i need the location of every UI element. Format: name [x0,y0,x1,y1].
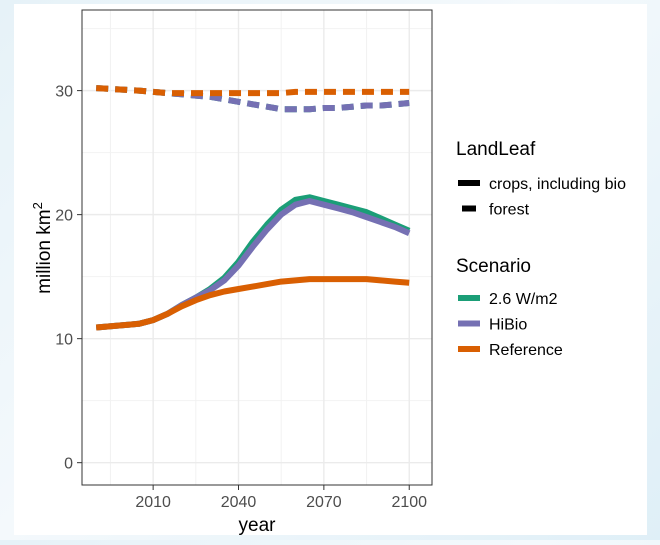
y-axis: 0 10 20 30 [55,84,82,473]
plot-panel [82,10,432,485]
y-tick-label: 10 [55,332,73,349]
x-tick-label: 2070 [306,494,342,511]
x-tick-label: 2010 [135,494,171,511]
legend-label: forest [489,202,530,219]
legend-label: HiBio [489,317,527,334]
legend-label: crops, including bio [489,176,626,193]
series-lines [95,85,411,331]
x-tick-label: 2100 [391,494,427,511]
y-axis-title-superscript: 2 [30,202,45,209]
legend-title-landleaf: LandLeaf [456,139,536,160]
legend-label: Reference [489,342,563,359]
y-axis-title-text: million km [34,209,55,293]
series-line-forest-reference [96,85,410,97]
y-tick-label: 20 [55,208,73,225]
legend-title-scenario: Scenario [456,256,531,277]
legend: LandLeaf crops, including bio forest Scenar… [456,139,626,359]
y-axis-title: million km2 [30,202,55,294]
x-tick-label: 2040 [221,494,257,511]
plot-border [81,9,433,486]
x-axis: 2010 2040 2070 2100 [135,485,427,511]
legend-label: 2.6 W/m2 [489,291,558,308]
series-line-crops-including-bio-reference [95,276,410,331]
y-tick-label: 30 [55,84,73,101]
y-tick-label: 0 [64,456,73,473]
x-axis-title: year [239,515,277,536]
